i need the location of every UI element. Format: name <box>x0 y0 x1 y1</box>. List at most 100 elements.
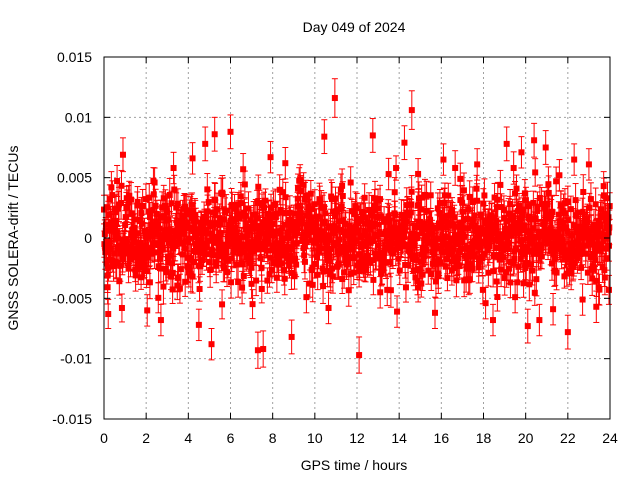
data-point <box>393 155 400 181</box>
data-point <box>126 180 133 211</box>
data-point <box>596 273 603 306</box>
noise-points <box>101 150 613 323</box>
data-point <box>418 184 425 211</box>
data-point <box>183 207 190 238</box>
data-point <box>553 166 560 197</box>
data-point <box>211 116 218 152</box>
data-point <box>497 169 504 200</box>
data-point <box>258 274 265 304</box>
data-point <box>164 197 171 228</box>
data-point <box>385 157 392 191</box>
data-point <box>501 260 508 296</box>
data-point <box>440 143 447 176</box>
data-point <box>202 126 209 162</box>
data-point <box>580 174 587 210</box>
data-point <box>113 248 120 279</box>
data-point <box>294 173 301 204</box>
data-point <box>457 162 464 196</box>
data-point <box>481 178 488 213</box>
data-point <box>321 119 328 155</box>
data-point <box>474 148 481 181</box>
data-point <box>518 136 525 169</box>
data-point <box>273 200 280 227</box>
x-tick-label: 18 <box>476 430 492 446</box>
y-tick-label: 0.005 <box>57 170 92 186</box>
x-tick-label: 10 <box>307 430 323 446</box>
data-point <box>479 244 486 270</box>
data-point <box>151 167 158 198</box>
data-point <box>170 151 177 185</box>
data-point <box>339 264 346 295</box>
data-point <box>579 283 586 316</box>
data-point <box>249 289 256 320</box>
y-tick-label: -0.01 <box>60 351 92 367</box>
data-point <box>485 258 492 287</box>
data-point <box>401 125 408 161</box>
y-tick-label: 0.01 <box>65 109 92 125</box>
data-point <box>503 256 510 288</box>
x-tick-label: 8 <box>269 430 277 446</box>
x-tick-label: 4 <box>184 430 192 446</box>
data-point <box>132 259 139 292</box>
data-point <box>227 114 234 150</box>
x-tick-label: 2 <box>142 430 150 446</box>
x-tick-label: 12 <box>349 430 365 446</box>
data-point <box>176 273 183 304</box>
data-point <box>532 158 539 187</box>
data-point <box>331 78 338 118</box>
chart-title: Day 049 of 2024 <box>303 19 406 35</box>
data-point <box>550 293 557 326</box>
data-point <box>394 295 401 328</box>
data-point <box>542 130 549 165</box>
data-point <box>356 336 363 374</box>
data-point <box>571 143 578 176</box>
data-point <box>248 268 255 299</box>
data-point <box>362 202 369 233</box>
y-tick-label: 0.015 <box>57 49 92 65</box>
data-point <box>465 265 472 296</box>
data-point <box>494 282 501 312</box>
data-point <box>408 90 415 130</box>
data-point <box>564 314 571 350</box>
data-point <box>536 303 543 337</box>
data-point <box>273 262 280 293</box>
data-point <box>117 249 124 282</box>
data-point <box>503 126 510 162</box>
data-point <box>553 254 560 291</box>
data-point <box>195 308 202 342</box>
data-point <box>293 252 300 278</box>
data-point <box>510 151 517 185</box>
data-point <box>138 208 145 239</box>
data-points <box>102 78 612 374</box>
data-point <box>585 148 592 181</box>
data-point <box>254 331 261 369</box>
data-point <box>219 289 226 320</box>
data-point <box>146 265 153 300</box>
data-point <box>189 142 196 175</box>
data-point <box>423 180 430 211</box>
data-point <box>387 272 394 308</box>
x-axis: 0 2 4 6 8 10 12 14 16 18 20 22 24 <box>100 57 618 446</box>
data-point <box>444 264 451 292</box>
data-point <box>118 293 125 323</box>
data-point <box>427 181 434 210</box>
data-point <box>432 296 439 329</box>
data-point <box>408 175 415 209</box>
data-point <box>147 238 154 270</box>
x-tick-label: 14 <box>391 430 407 446</box>
data-point <box>325 291 332 325</box>
data-point <box>108 171 115 204</box>
data-point <box>531 122 538 158</box>
x-tick-label: 6 <box>227 430 235 446</box>
y-tick-label: -0.005 <box>52 290 92 306</box>
data-point <box>255 174 262 200</box>
data-point <box>260 330 267 368</box>
data-point <box>369 118 376 153</box>
data-point <box>119 137 126 173</box>
data-point <box>311 189 318 220</box>
data-point <box>347 166 354 199</box>
x-axis-label: GPS time / hours <box>301 457 408 473</box>
data-point <box>288 319 295 355</box>
data-point <box>282 147 289 180</box>
